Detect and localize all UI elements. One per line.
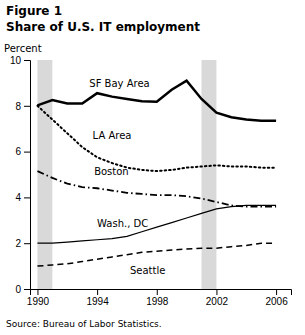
y-tick-label: 8: [15, 101, 21, 112]
y-tick-mark: [24, 152, 30, 153]
series-label: Boston: [94, 166, 129, 177]
x-tick-label: 1990: [27, 296, 50, 307]
x-tick-label: 1994: [86, 296, 109, 307]
shaded-region: [202, 60, 217, 289]
series-label: Seattle: [130, 265, 165, 276]
x-tick: 1994: [86, 289, 109, 307]
x-tick: 1998: [146, 289, 169, 307]
series-label: SF Bay Area: [89, 78, 149, 89]
y-tick-label: 10: [10, 55, 22, 66]
y-tick-label: 6: [15, 146, 21, 157]
x-tick-label: 1998: [146, 296, 169, 307]
series-line: [37, 106, 276, 171]
source: Source: Bureau of Labor Statistics.: [6, 319, 162, 329]
y-tick: 2: [15, 238, 30, 249]
series-line: [37, 205, 276, 243]
y-tick: 0: [15, 284, 30, 295]
subtitle: Share of U.S. IT employment: [6, 20, 200, 34]
x-tick-label: 2006: [265, 296, 288, 307]
y-tick-mark: [24, 243, 30, 244]
y-tick: 8: [15, 101, 30, 112]
y-tick-label: 4: [15, 192, 21, 203]
y-axis-line: [24, 61, 31, 290]
y-tick-mark: [24, 289, 30, 290]
x-tick: 2006: [265, 289, 288, 307]
y-tick-label: 0: [15, 284, 21, 295]
series-line: [37, 243, 276, 266]
chart: Figure 1 Share of U.S. IT employment Perce…: [0, 0, 305, 335]
x-tick: 1990: [27, 289, 50, 307]
series-line: [37, 171, 276, 206]
y-tick: 4: [15, 192, 30, 203]
plot: Percent 1990 1994 1998 2002 2006 0 2 4 6 8 10 SF Bay…: [4, 43, 292, 307]
x-tick-mark: [37, 289, 38, 295]
series-label: Wash., DC: [97, 218, 148, 229]
x-tick-mark: [157, 289, 158, 295]
y-axis: 0 2 4 6 8 10: [10, 55, 31, 295]
x-axis-line: [31, 290, 292, 296]
series-label: LA Area: [93, 130, 132, 141]
x-axis: 1990 1994 1998 2002 2006: [27, 289, 292, 307]
x-tick-mark: [216, 289, 217, 295]
x-tick-mark: [97, 289, 98, 295]
y-tick: 10: [10, 55, 30, 66]
y-axis-label: Percent: [4, 43, 42, 54]
y-tick-label: 2: [15, 238, 21, 249]
series-labels: SF Bay Area LA Area Boston Wash., DC Seattle: [89, 78, 165, 277]
series-line: [37, 81, 276, 121]
x-tick-label: 2002: [206, 296, 229, 307]
y-tick-mark: [24, 106, 30, 107]
shaded-region: [37, 60, 52, 289]
x-tick: 2002: [206, 289, 229, 307]
y-tick: 6: [15, 146, 30, 157]
title: Figure 1: [6, 4, 62, 18]
marks: [37, 60, 276, 289]
y-tick-mark: [24, 197, 30, 198]
x-tick-mark: [276, 289, 277, 295]
y-tick-mark: [24, 60, 30, 61]
